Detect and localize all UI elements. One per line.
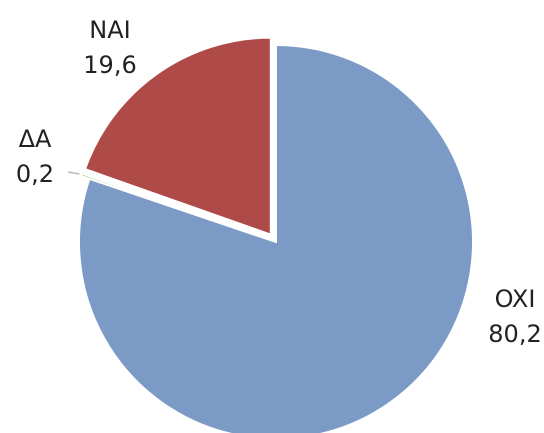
pie-slice (83, 36, 272, 237)
slice-label: OXI (495, 285, 536, 313)
slice-value-label: 80,2 (488, 320, 541, 348)
slice-value-label: 0,2 (16, 160, 54, 188)
slice-label: ΔA (19, 125, 52, 153)
slice-label: NAI (89, 16, 130, 44)
leader-line (67, 171, 80, 175)
slice-value-label: 19,6 (83, 51, 136, 79)
pie-slice (78, 43, 474, 433)
pie-slice (79, 172, 268, 241)
